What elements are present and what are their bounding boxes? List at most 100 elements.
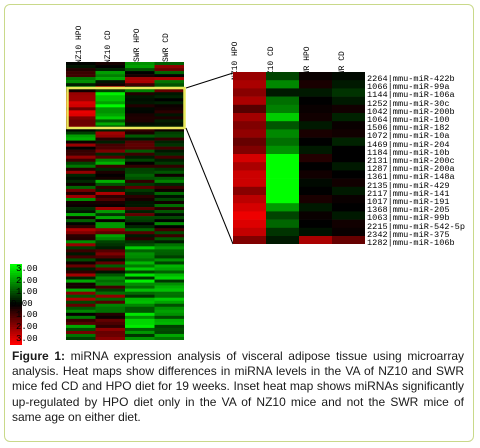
main-heatmap-cell (154, 315, 184, 320)
inset-heatmap-cell (332, 80, 365, 89)
main-heatmap-cell (95, 282, 125, 286)
main-heatmap-cell (95, 92, 125, 96)
main-heatmap-cell (66, 312, 96, 317)
inset-heatmap-cell (332, 129, 365, 138)
main-heatmap-cell (154, 95, 184, 99)
inset-row-label: 2215|mmu-miR-542-5p (367, 221, 465, 232)
main-heatmap-cell (125, 89, 155, 93)
main-heatmap-cell (125, 330, 155, 335)
main-heatmap-cell (125, 249, 155, 253)
main-heatmap-cell (66, 128, 96, 132)
main-heatmap-cell (125, 155, 155, 159)
main-heatmap-cell (95, 83, 125, 87)
inset-heatmap-cell (266, 96, 299, 106)
main-heatmap-cell (66, 216, 96, 220)
main-heatmap-cell (66, 291, 96, 295)
main-heatmap-cell (95, 222, 125, 226)
main-heatmap-cell (95, 95, 125, 99)
inset-heatmap-cell (332, 211, 365, 220)
inset-row-label: 1368|mmu-miR-205 (367, 205, 450, 216)
main-heatmap-cell (125, 182, 155, 187)
inset-heatmap-cell (332, 96, 365, 106)
main-heatmap-cell (154, 179, 184, 184)
main-heatmap-cell (125, 65, 155, 69)
main-heatmap-cell (154, 267, 184, 271)
main-heatmap-cell (66, 95, 96, 99)
main-heatmap-cell (154, 164, 184, 169)
inset-heatmap-cell (233, 129, 266, 138)
main-heatmap-cell (125, 95, 155, 99)
main-heatmap-cell (95, 258, 125, 262)
main-heatmap-cell (66, 152, 96, 156)
main-heatmap-cell (154, 210, 184, 214)
main-heatmap-cell (66, 321, 96, 326)
main-heatmap-cell (95, 234, 125, 238)
main-heatmap-cell (125, 243, 155, 247)
color-scale-segment (10, 333, 22, 337)
main-heatmap-cell (95, 104, 125, 108)
main-heatmap-cell (154, 119, 184, 123)
main-heatmap-cell (66, 179, 96, 184)
main-heatmap-cell (95, 225, 125, 229)
main-heatmap-cell (125, 167, 155, 172)
main-heatmap-cell (154, 261, 184, 265)
inset-row-label: 2264|mmu-miR-422b (367, 74, 455, 84)
inset-heatmap-cell (332, 154, 365, 163)
main-heatmap-cell (95, 249, 125, 253)
main-heatmap-cell (95, 158, 125, 163)
inset-row-label: 1469|mmu-miR-204 (367, 139, 450, 150)
inset-heatmap (233, 72, 365, 244)
inset-heatmap-cell (299, 137, 332, 147)
main-heatmap-cell (154, 134, 184, 138)
color-scale-segment (10, 286, 22, 290)
inset-heatmap-cell (233, 72, 266, 81)
main-heatmap-cell (95, 207, 125, 211)
inset-heatmap-cell (233, 170, 266, 179)
main-heatmap-cell (125, 255, 155, 259)
inset-heatmap-cell (233, 178, 266, 188)
color-scale-label: 2.00 (16, 275, 38, 286)
main-heatmap-cell (125, 122, 155, 126)
main-heatmap-cell (66, 300, 96, 305)
main-heatmap-cell (66, 101, 96, 105)
main-heatmap-cell (66, 282, 96, 286)
main-heatmap-cell (95, 285, 125, 289)
main-heatmap-cell (66, 222, 96, 226)
main-heatmap-cell (95, 288, 125, 292)
main-heatmap-cell (66, 71, 96, 75)
color-scale-segment (10, 309, 22, 312)
inset-heatmap-cell (266, 104, 299, 114)
inset-heatmap-cell (299, 113, 332, 122)
main-heatmap-cell (125, 240, 155, 244)
main-heatmap-cell (66, 92, 96, 96)
color-scale-segment (10, 297, 22, 301)
color-scale-label: 1.00 (16, 310, 38, 321)
main-heatmap-cell (66, 194, 96, 199)
main-heatmap (66, 62, 186, 340)
main-heatmap-cell (125, 297, 155, 302)
inset-heatmap-cell (266, 219, 299, 229)
main-heatmap-cell (154, 333, 184, 338)
main-heatmap-cell (154, 285, 184, 289)
main-heatmap-cell (125, 291, 155, 295)
main-heatmap-cell (125, 222, 155, 226)
color-scale-label: 2.00 (16, 322, 38, 332)
main-heatmap-cell (95, 161, 125, 166)
main-heatmap-cell (66, 119, 96, 123)
main-heatmap-cell (154, 291, 184, 295)
main-heatmap-cell (66, 176, 96, 181)
main-heatmap-cell (66, 246, 96, 250)
main-heatmap-cell (125, 201, 155, 205)
main-heatmap-cell (66, 264, 96, 268)
main-heatmap-cell (125, 318, 155, 323)
main-heatmap-cell (154, 312, 184, 317)
main-heatmap-cell (66, 225, 96, 229)
main-heatmap-cell (95, 300, 125, 305)
inset-heatmap-cell (332, 88, 365, 97)
color-scale-segment (10, 291, 22, 294)
main-heatmap-cell (95, 134, 125, 138)
main-heatmap-cell (125, 333, 155, 338)
main-heatmap-cell (95, 219, 125, 223)
main-heatmap-cell (95, 213, 125, 217)
main-heatmap-cell (125, 204, 155, 208)
